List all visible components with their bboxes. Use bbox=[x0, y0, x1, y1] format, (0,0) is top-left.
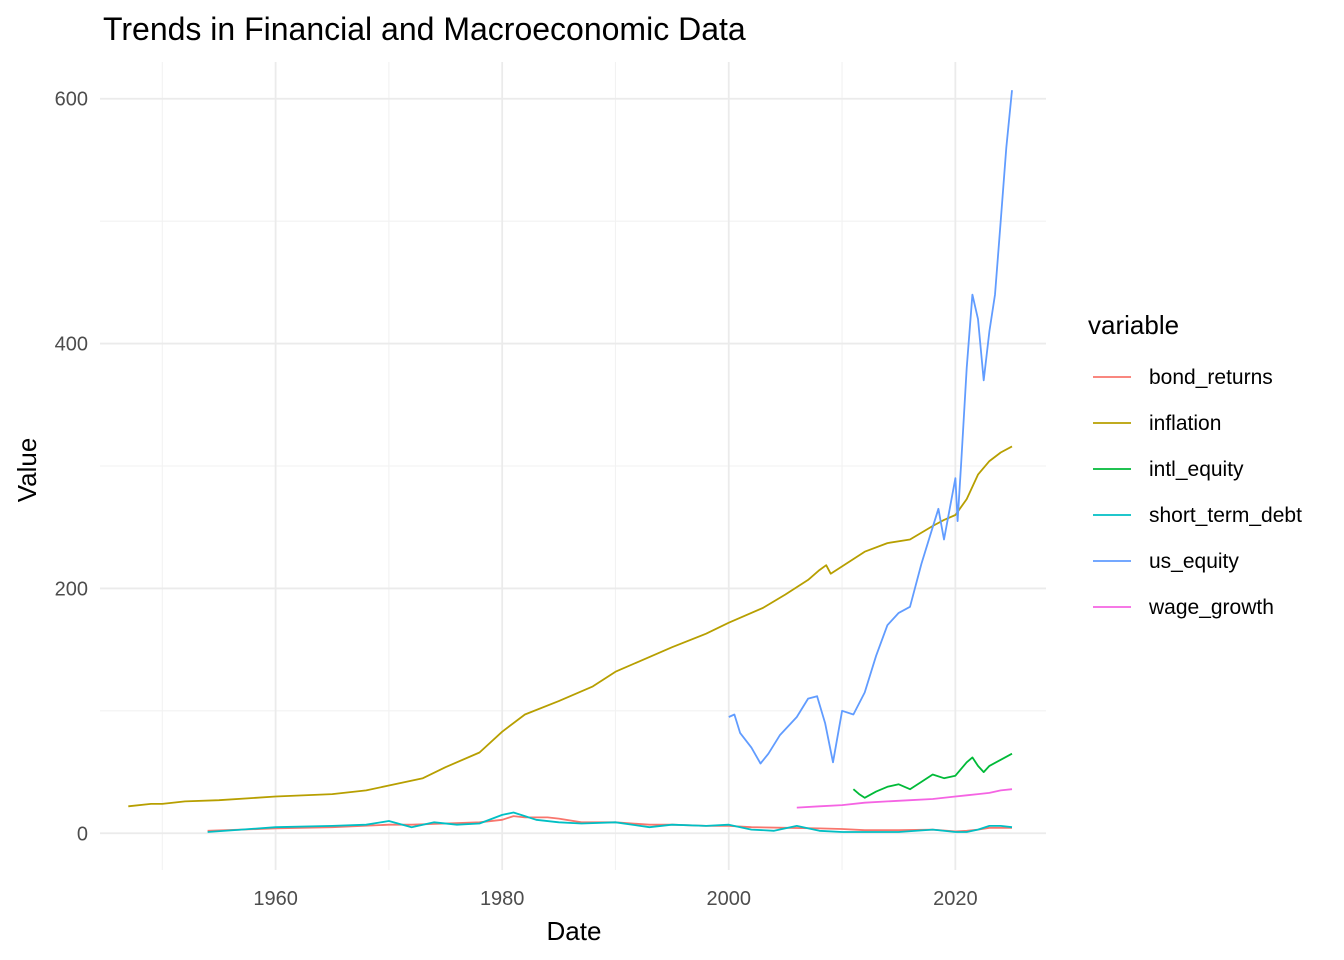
grid bbox=[100, 62, 1046, 870]
series-line-wage-growth bbox=[796, 788, 1013, 809]
chart-title: Trends in Financial and Macroeconomic Da… bbox=[103, 11, 746, 47]
legend: variable bond_returns inflation intl_equit… bbox=[1088, 310, 1302, 619]
x-axis-title: Date bbox=[547, 916, 602, 946]
series-line-intl-equity bbox=[852, 752, 1013, 799]
y-tick-label: 200 bbox=[55, 578, 88, 600]
y-axis-title: Value bbox=[12, 438, 42, 503]
x-tick-label: 1980 bbox=[480, 888, 525, 910]
y-tick-label: 0 bbox=[77, 823, 88, 845]
x-tick-label: 1960 bbox=[253, 888, 298, 910]
legend-label-wage-growth: wage_growth bbox=[1148, 596, 1274, 619]
legend-label-inflation: inflation bbox=[1149, 412, 1221, 435]
tick-labels: 1960 1980 2000 2020 0 200 400 600 bbox=[55, 89, 978, 910]
series-lines bbox=[128, 90, 1013, 833]
series-line-bond-returns bbox=[207, 815, 1012, 833]
legend-title: variable bbox=[1088, 310, 1179, 340]
legend-label-bond-returns: bond_returns bbox=[1149, 366, 1273, 389]
x-tick-label: 2020 bbox=[933, 888, 978, 910]
series-line-short-term-debt bbox=[207, 811, 1013, 833]
legend-label-intl-equity: intl_equity bbox=[1149, 458, 1244, 481]
x-tick-label: 2000 bbox=[707, 888, 752, 910]
series-line-inflation bbox=[128, 445, 1013, 808]
legend-label-us-equity: us_equity bbox=[1149, 550, 1239, 573]
legend-label-short-term-debt: short_term_debt bbox=[1149, 504, 1302, 527]
y-tick-label: 600 bbox=[55, 89, 88, 111]
series-line-us-equity bbox=[728, 90, 1013, 765]
y-tick-label: 400 bbox=[55, 334, 88, 356]
